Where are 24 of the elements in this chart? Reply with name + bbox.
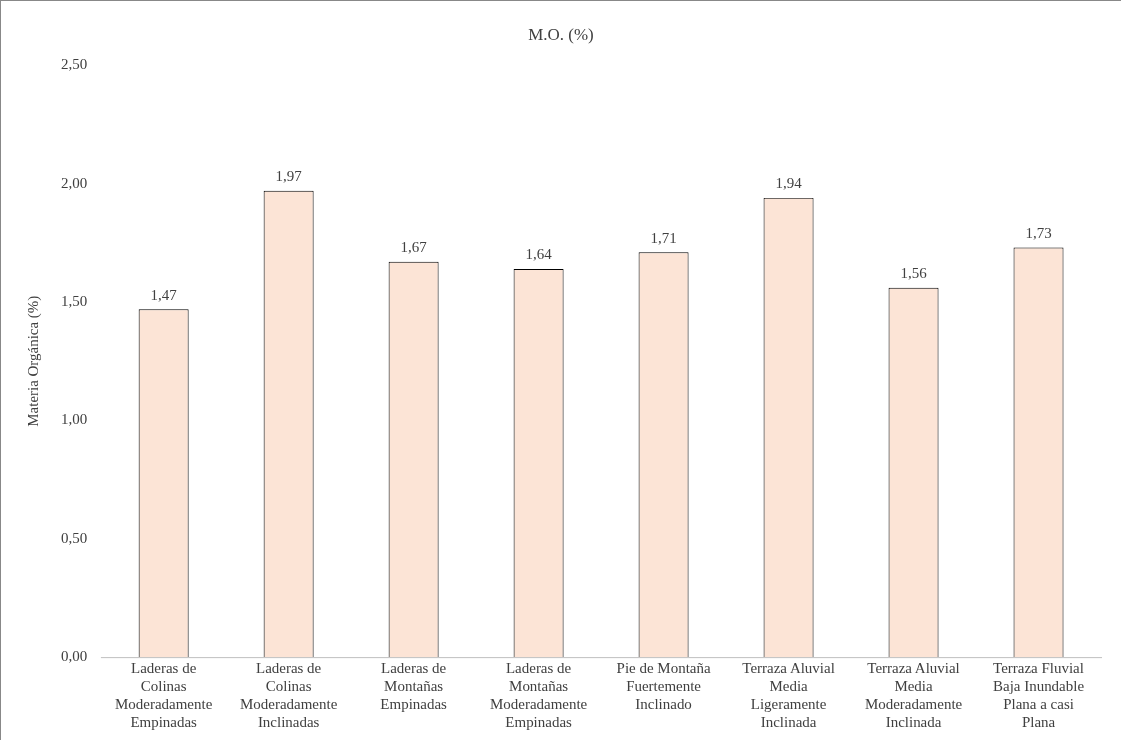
x-tick-label: Terraza Aluvial Media Moderadamente Inclinada (864, 660, 963, 730)
y-tick-label: 0,50 (60, 529, 88, 546)
y-tick-label: 2,50 (60, 56, 88, 73)
x-tick-label: Terraza Fluvial Baja Inundable Plana a casi Plana (993, 660, 1085, 730)
data-label: 1,64 (525, 246, 553, 263)
x-tick-label: Laderas de Colinas Moderadamente Empinadas (115, 660, 213, 730)
y-tick-label: 2,00 (60, 174, 88, 191)
y-tick-label: 1,50 (60, 292, 88, 309)
data-label: 1,47 (150, 286, 178, 303)
data-label: 1,97 (275, 168, 303, 185)
chart-title: M.O. (%) (528, 24, 594, 44)
y-tick-label: 0,00 (60, 648, 88, 665)
data-label: 1,67 (400, 239, 428, 256)
y-axis-title: Materia Orgánica (%) (24, 295, 42, 427)
data-label: 1,73 (1025, 225, 1052, 242)
x-tick-label: Laderas de Colinas Moderadamente Inclinadas (239, 660, 338, 730)
data-label: 1,56 (900, 265, 928, 282)
x-tick-label: Laderas de Montañas Moderadamente Empinadas (489, 660, 588, 730)
data-label: 1,94 (775, 175, 803, 192)
data-label: 1,71 (650, 229, 677, 246)
x-tick-label: Terraza Aluvial Media Ligeramente Inclinada (742, 660, 835, 730)
x-tick-label: Pie de Montaña Fuertemente Inclinado (616, 660, 711, 712)
y-tick-label: 1,00 (60, 411, 88, 428)
x-tick-label: Laderas de Montañas Empinadas (380, 660, 448, 712)
